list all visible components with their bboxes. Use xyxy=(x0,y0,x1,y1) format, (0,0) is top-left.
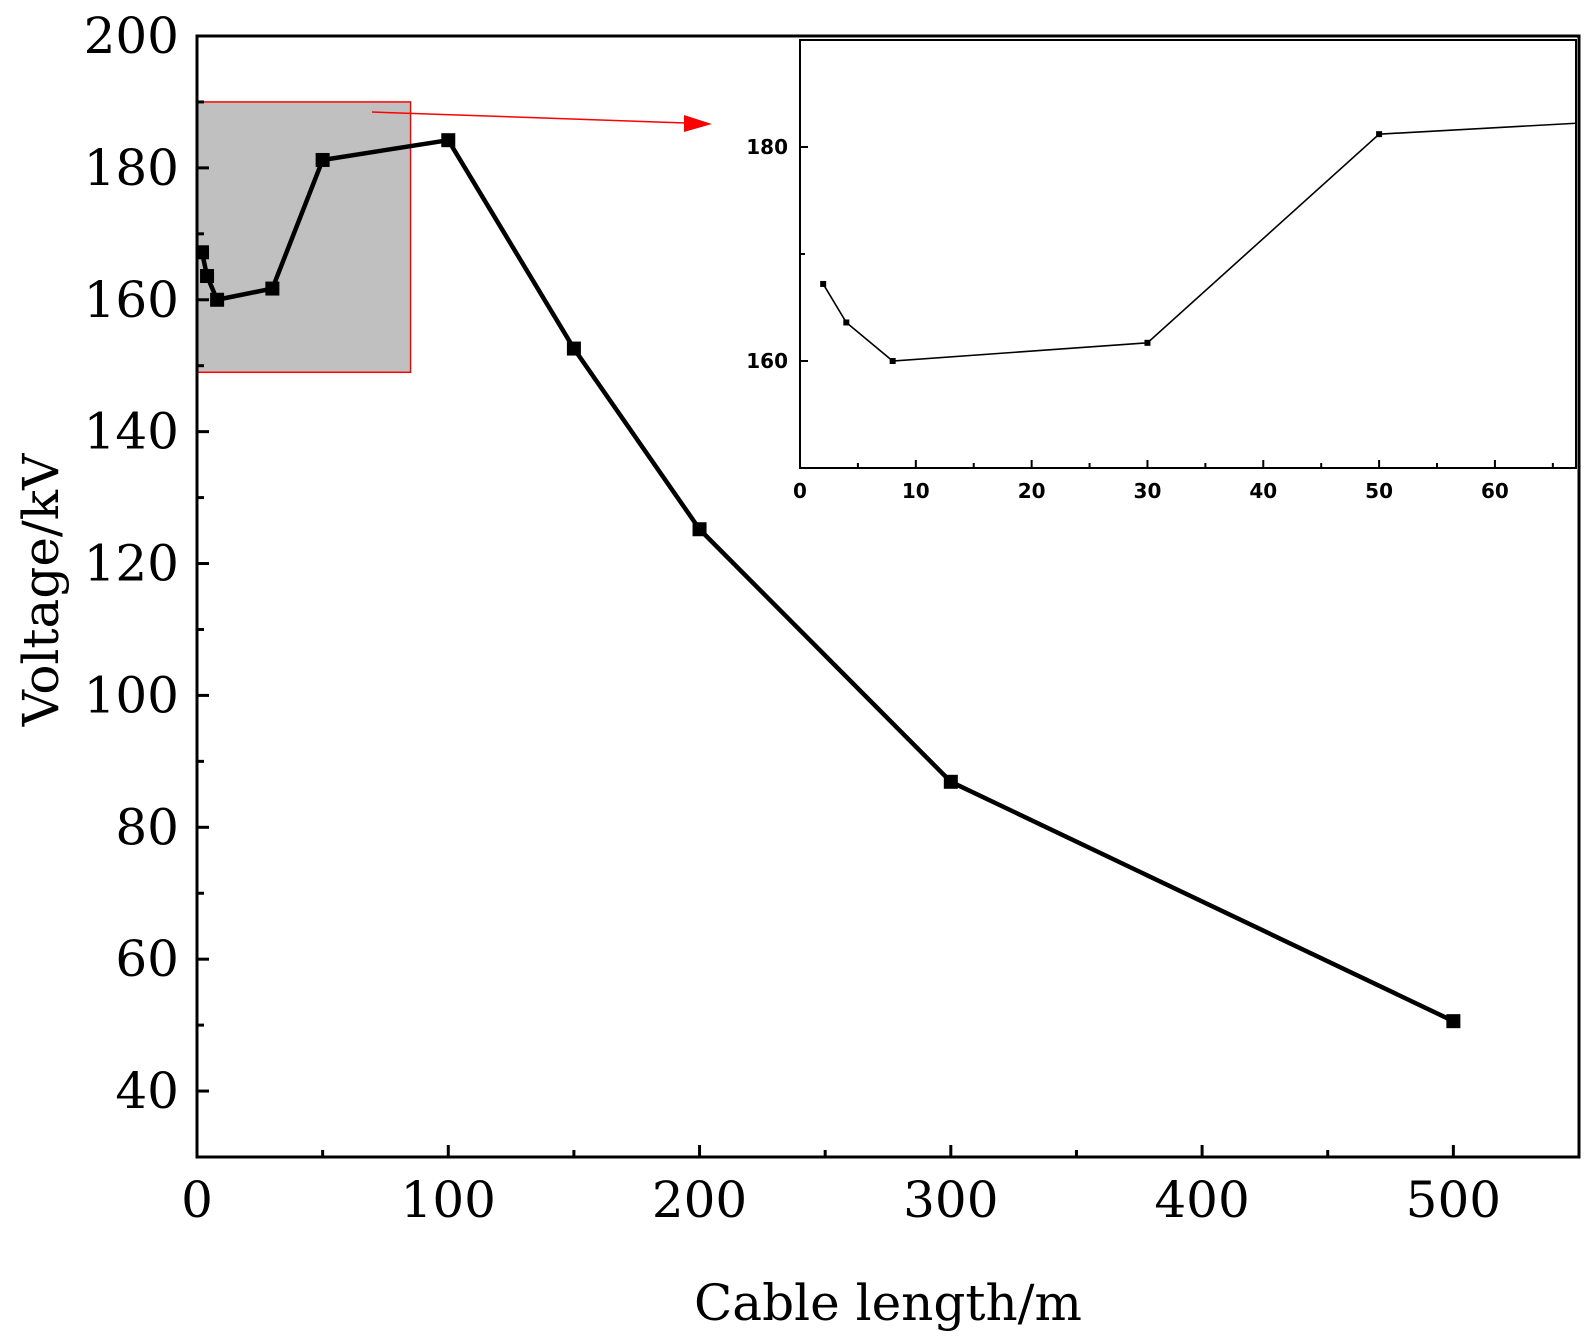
inset-data-point xyxy=(843,319,850,326)
inset-x-tick-label: 30 xyxy=(1134,479,1162,503)
main-data-series xyxy=(197,133,1461,1029)
inset-data-point xyxy=(820,280,827,287)
y-tick-label: 60 xyxy=(115,930,179,988)
x-axis-title: Cable length/m xyxy=(694,1274,1082,1332)
y-axis-title: Voltage/kV xyxy=(12,453,70,727)
highlight-rect xyxy=(196,101,412,374)
x-tick-label: 200 xyxy=(652,1171,747,1229)
x-tick-label: 100 xyxy=(401,1171,496,1229)
inset-y-tick-label: 160 xyxy=(746,349,788,373)
y-tick-label: 100 xyxy=(84,666,179,724)
x-tick-label: 400 xyxy=(1154,1171,1249,1229)
data-point xyxy=(1446,1014,1461,1029)
inset-data-point xyxy=(889,358,896,364)
inset-x-tick-label: 60 xyxy=(1481,479,1509,503)
data-point xyxy=(315,152,330,167)
x-tick-label: 0 xyxy=(181,1171,213,1229)
data-point xyxy=(441,133,456,148)
y-tick-label: 180 xyxy=(84,139,179,197)
data-point xyxy=(265,281,280,296)
inset-x-tick-label: 40 xyxy=(1249,479,1277,503)
arrow-head xyxy=(684,115,712,132)
inset-chart: 0 10 20 30 40 50 60 160 180 xyxy=(746,39,1577,503)
x-tick-label: 500 xyxy=(1406,1171,1501,1229)
series-line xyxy=(199,137,1455,1024)
y-tick-label: 140 xyxy=(84,403,179,461)
inset-series-line xyxy=(822,122,1576,362)
y-tick-label: 160 xyxy=(84,271,179,329)
x-tick-label: 300 xyxy=(903,1171,998,1229)
y-tick-label: 80 xyxy=(115,798,179,856)
inset-data-point xyxy=(1144,339,1151,346)
inset-y-tick-label: 180 xyxy=(746,135,788,159)
data-point xyxy=(943,774,958,789)
y-tick-label: 200 xyxy=(84,7,179,65)
data-point xyxy=(197,245,210,260)
arrow-shaft xyxy=(371,111,687,124)
y-tick-label: 120 xyxy=(84,535,179,593)
data-point xyxy=(566,341,581,356)
zoom-arrow xyxy=(371,111,712,132)
inset-x-tick-label: 20 xyxy=(1018,479,1046,503)
y-tick-label: 40 xyxy=(115,1062,179,1120)
inset-plot-frame xyxy=(799,39,1577,469)
data-point xyxy=(210,292,225,307)
inset-x-tick-label: 50 xyxy=(1365,479,1393,503)
zoom-highlight-region xyxy=(196,101,412,374)
data-point xyxy=(692,522,707,537)
inset-data-point xyxy=(1376,131,1383,138)
data-point xyxy=(200,269,215,284)
main-plot-frame xyxy=(195,34,1581,1159)
inset-data-series xyxy=(820,122,1576,364)
inset-x-tick-label: 0 xyxy=(793,479,807,503)
inset-x-tick-label: 10 xyxy=(902,479,930,503)
